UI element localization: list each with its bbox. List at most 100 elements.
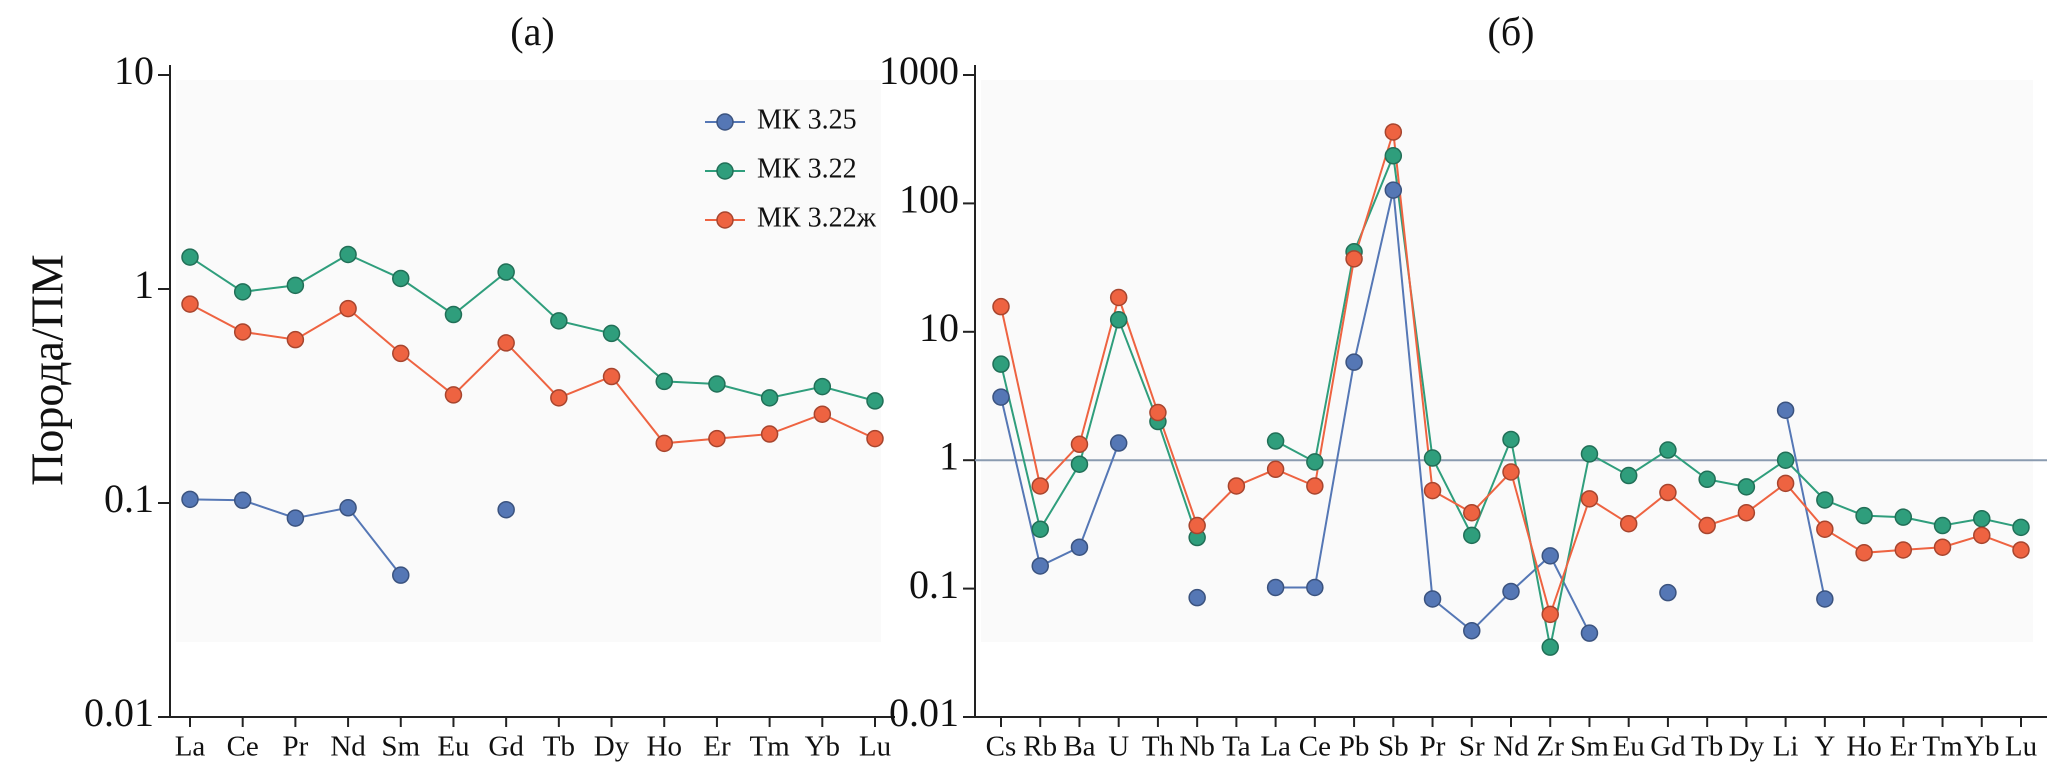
marker — [1541, 638, 1559, 656]
x-tick-label: U — [1108, 731, 1129, 763]
marker — [392, 344, 410, 363]
marker — [233, 323, 252, 341]
x-tick-label: Ho — [1846, 731, 1881, 763]
marker — [1973, 526, 1991, 545]
x-tick-label: Gd — [488, 731, 524, 763]
legend-marker — [716, 211, 734, 229]
y-tick-label: 0.1 — [104, 476, 154, 521]
marker — [1580, 624, 1599, 642]
x-tick-label: Ce — [227, 731, 259, 763]
marker — [339, 245, 357, 264]
marker — [1266, 460, 1285, 479]
marker — [655, 434, 673, 453]
x-tick-label: Er — [703, 731, 731, 763]
marker — [992, 355, 1010, 373]
marker — [813, 377, 832, 396]
marker — [1816, 590, 1834, 608]
marker — [1227, 477, 1246, 495]
marker — [1423, 481, 1442, 500]
marker — [1109, 311, 1128, 329]
marker — [181, 490, 199, 509]
marker — [1580, 490, 1599, 508]
marker — [708, 429, 726, 448]
marker — [1541, 547, 1559, 565]
marker — [339, 299, 357, 318]
plot-background — [176, 80, 881, 642]
x-tick-label: Sm — [381, 731, 420, 763]
y-tick-label: 10 — [919, 305, 959, 350]
marker — [1423, 590, 1442, 608]
x-tick-label: Eu — [1613, 731, 1645, 763]
legend-marker — [716, 113, 734, 131]
x-tick-label: Nd — [1493, 731, 1529, 763]
marker — [655, 372, 673, 391]
marker — [1698, 516, 1716, 535]
marker — [1502, 430, 1520, 449]
marker — [1188, 588, 1206, 607]
marker — [866, 392, 884, 410]
x-tick-label: Ce — [1299, 731, 1331, 763]
y-tick-label: 1 — [939, 433, 959, 478]
marker — [1463, 503, 1481, 522]
marker — [1816, 520, 1834, 538]
marker — [2012, 518, 2030, 537]
marker — [1306, 578, 1324, 597]
marker — [497, 334, 515, 352]
y-tick-label: 0.01 — [84, 690, 154, 735]
x-tick-label: Lu — [2005, 731, 2037, 763]
x-tick-label: Lu — [859, 731, 891, 763]
marker — [1266, 432, 1285, 450]
marker — [760, 389, 779, 407]
y-tick-label: 1 — [134, 262, 154, 307]
y-tick-label: 0.1 — [909, 562, 959, 607]
marker — [1855, 544, 1873, 562]
marker — [813, 405, 832, 423]
chart-title: (а) — [510, 9, 554, 54]
legend-label: МК 3.25 — [757, 104, 857, 135]
marker — [286, 509, 305, 527]
marker — [1973, 509, 1991, 528]
marker — [760, 425, 779, 443]
marker — [602, 324, 621, 343]
marker — [1306, 477, 1324, 495]
marker — [2012, 541, 2030, 559]
x-tick-label: Ho — [647, 731, 682, 763]
marker — [708, 375, 726, 393]
legend-label: МК 3.22 — [757, 153, 857, 184]
marker — [1266, 578, 1285, 597]
x-tick-label: Tm — [1922, 731, 1963, 763]
marker — [444, 386, 463, 404]
marker — [1384, 123, 1403, 141]
x-tick-label: Rb — [1023, 731, 1057, 763]
marker — [1619, 466, 1638, 485]
x-tick-label: Sm — [1570, 731, 1609, 763]
x-tick-label: Er — [1890, 731, 1918, 763]
marker — [1816, 491, 1834, 509]
marker — [1855, 506, 1873, 525]
marker — [1109, 434, 1128, 452]
x-tick-label: Nd — [330, 731, 366, 763]
x-tick-label: Tb — [1691, 731, 1723, 763]
marker — [602, 367, 621, 386]
marker — [1580, 445, 1599, 463]
marker — [1463, 621, 1481, 640]
marker — [550, 389, 568, 407]
x-tick-label: Cs — [986, 731, 1017, 763]
x-tick-label: Pr — [282, 731, 308, 763]
marker — [444, 305, 463, 324]
marker — [1659, 483, 1677, 502]
marker — [392, 566, 410, 584]
marker — [1149, 403, 1167, 422]
marker — [1345, 250, 1363, 268]
marker — [550, 312, 568, 330]
x-tick-label: Gd — [1650, 731, 1686, 763]
x-tick-label: Nb — [1179, 731, 1214, 763]
y-tick-label: 1000 — [879, 48, 959, 93]
series-line — [189, 253, 876, 402]
x-tick-label: Ba — [1063, 731, 1095, 763]
marker — [1502, 582, 1520, 601]
marker — [1659, 583, 1677, 602]
marker — [1737, 503, 1756, 522]
x-tick-label: Dy — [1729, 731, 1765, 763]
x-tick-label: Zr — [1537, 731, 1565, 763]
